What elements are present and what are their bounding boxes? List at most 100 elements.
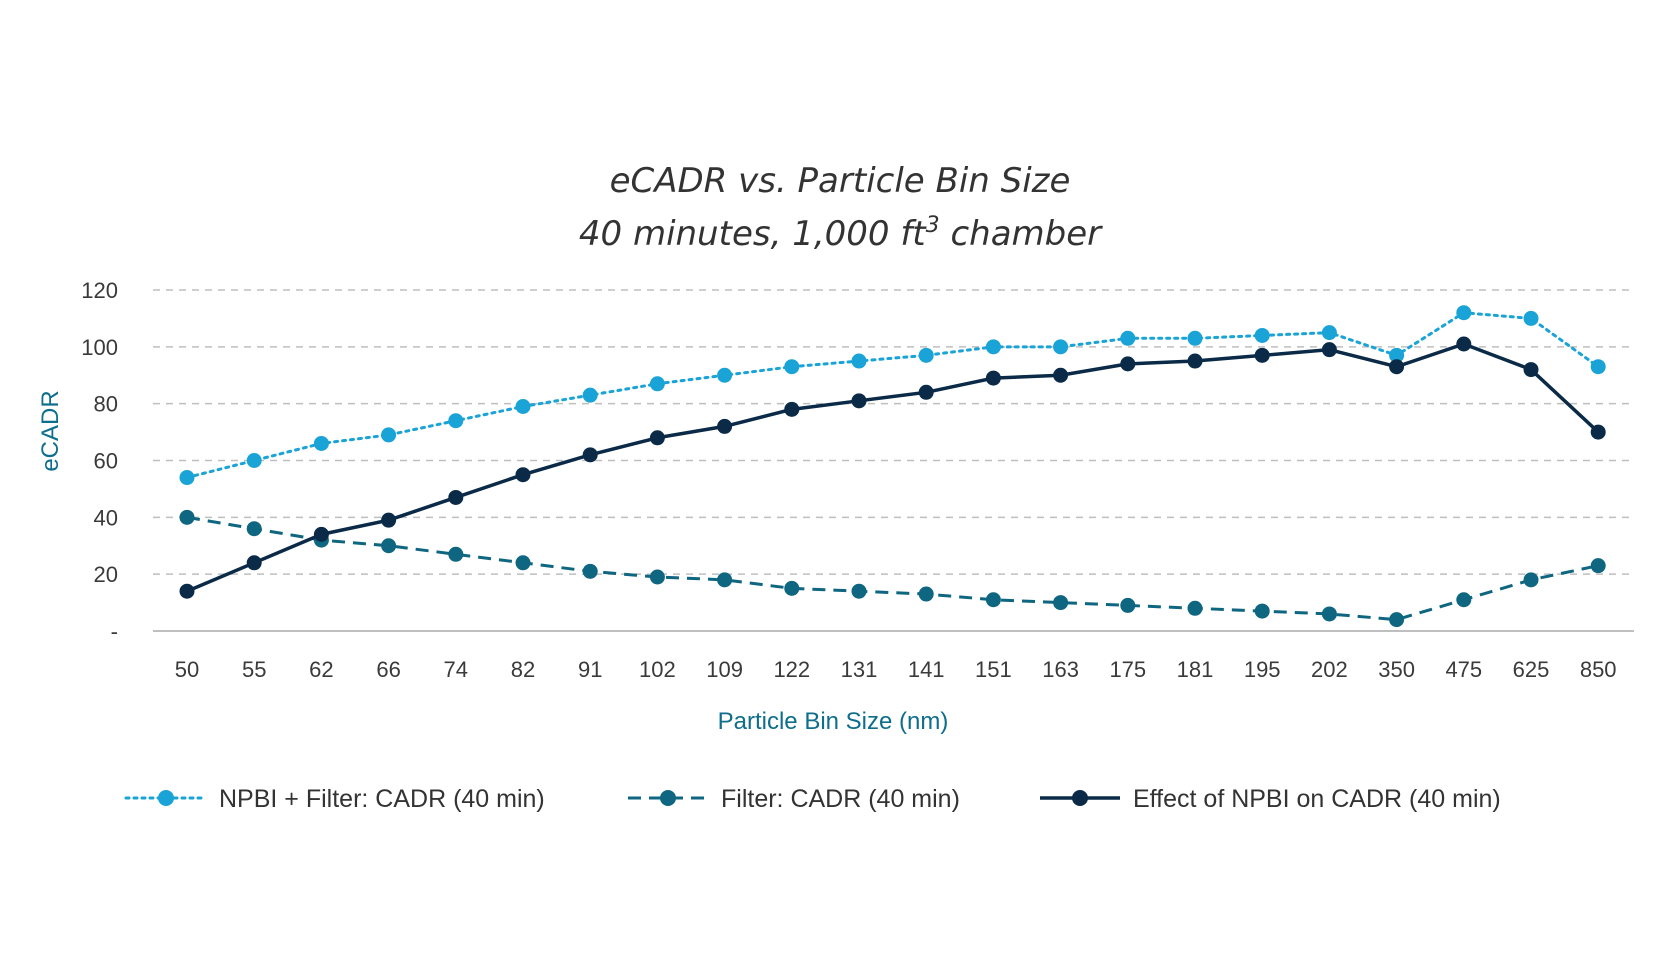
chart-subtitle: 40 minutes, 1,000 ft3 chamber xyxy=(579,213,1103,254)
data-point xyxy=(649,430,665,446)
chart-subtitle-superscript: 3 xyxy=(926,213,940,238)
data-point xyxy=(1590,558,1606,574)
data-point xyxy=(1120,597,1136,613)
x-tick-label: 131 xyxy=(841,657,878,682)
data-point xyxy=(1120,330,1136,346)
data-point xyxy=(649,569,665,585)
data-point xyxy=(1456,336,1472,352)
y-tick-label: 20 xyxy=(94,562,118,587)
data-point xyxy=(1590,424,1606,440)
data-point xyxy=(179,470,195,486)
data-point xyxy=(246,453,262,468)
x-tick-label: 62 xyxy=(309,657,333,682)
data-point xyxy=(1321,325,1337,341)
x-tick-label: 350 xyxy=(1378,657,1415,682)
data-point xyxy=(381,538,397,554)
x-tick-label: 102 xyxy=(639,657,676,682)
data-point xyxy=(1053,339,1069,355)
y-tick-label: 40 xyxy=(94,505,118,530)
data-point xyxy=(515,555,531,571)
data-point xyxy=(448,546,464,562)
data-point xyxy=(918,347,934,363)
x-tick-label: 475 xyxy=(1445,657,1482,682)
y-tick-label: 80 xyxy=(94,392,118,417)
data-point xyxy=(784,580,800,596)
y-axis-label: eCADR xyxy=(37,390,64,471)
x-axis-ticks: 50 55 62 66 74 82 91 102 109 122 131 141 151 163 175 18… xyxy=(175,657,1617,682)
x-tick-label: 50 xyxy=(175,657,199,682)
x-tick-label: 141 xyxy=(908,657,945,682)
legend-item: Filter: CADR (40 min) xyxy=(628,785,960,813)
y-tick-label: 100 xyxy=(81,335,118,360)
data-point xyxy=(784,401,800,417)
x-tick-label: 175 xyxy=(1109,657,1146,682)
x-tick-label: 82 xyxy=(511,657,535,682)
data-point xyxy=(918,384,934,400)
data-point xyxy=(985,339,1001,355)
legend-marker xyxy=(1072,790,1088,806)
data-point xyxy=(1187,353,1203,369)
x-tick-label: 202 xyxy=(1311,657,1348,682)
data-point xyxy=(717,572,733,588)
series-layer xyxy=(179,305,1606,628)
data-point xyxy=(1254,347,1270,363)
legend-marker xyxy=(158,790,174,806)
legend-label: Filter: CADR (40 min) xyxy=(721,785,960,813)
series-line xyxy=(186,515,1599,622)
data-point xyxy=(1456,305,1472,321)
data-point xyxy=(448,413,464,429)
data-point xyxy=(1389,612,1405,628)
series-line xyxy=(185,311,1600,480)
x-tick-label: 195 xyxy=(1244,657,1281,682)
legend-item: Effect of NPBI on CADR (40 min) xyxy=(1040,785,1501,813)
x-tick-label: 625 xyxy=(1513,657,1550,682)
data-point xyxy=(313,435,329,451)
y-tick-label: - xyxy=(111,619,118,644)
data-point xyxy=(1321,342,1337,358)
data-point xyxy=(717,418,733,434)
data-point xyxy=(1389,347,1405,363)
data-point xyxy=(179,583,195,599)
legend-item: NPBI + Filter: CADR (40 min) xyxy=(124,785,545,813)
legend: NPBI + Filter: CADR (40 min) Filter: CADR… xyxy=(124,785,1501,813)
x-tick-label: 74 xyxy=(444,657,468,682)
data-point xyxy=(1053,595,1069,611)
data-point xyxy=(918,586,934,602)
series-1 xyxy=(179,509,1606,628)
x-tick-label: 109 xyxy=(706,657,743,682)
data-point xyxy=(1254,603,1270,619)
data-point xyxy=(313,526,329,542)
data-point xyxy=(1590,359,1606,375)
data-point xyxy=(985,370,1001,386)
x-tick-label: 66 xyxy=(376,657,400,682)
data-point xyxy=(851,393,867,409)
x-axis-label: Particle Bin Size (nm) xyxy=(718,708,949,735)
series-line xyxy=(186,342,1600,593)
x-tick-label: 181 xyxy=(1177,657,1214,682)
y-axis-ticks: - 20 40 60 80 100 120 xyxy=(81,278,118,644)
data-point xyxy=(1053,367,1069,383)
data-point xyxy=(515,399,531,415)
data-point xyxy=(851,353,867,369)
data-point xyxy=(381,427,397,443)
data-point xyxy=(1187,600,1203,616)
data-point xyxy=(717,367,733,383)
data-point xyxy=(851,583,867,599)
data-point xyxy=(985,592,1001,608)
data-point xyxy=(784,359,800,375)
data-point xyxy=(582,563,598,579)
y-tick-label: 120 xyxy=(81,278,118,303)
data-point xyxy=(1187,330,1203,346)
legend-label: NPBI + Filter: CADR (40 min) xyxy=(219,785,545,813)
data-point xyxy=(1456,592,1472,608)
data-point xyxy=(1254,327,1270,343)
data-point xyxy=(582,447,598,463)
data-point xyxy=(649,376,665,392)
data-point xyxy=(246,555,262,571)
chart-title: eCADR vs. Particle Bin Size xyxy=(610,161,1071,201)
series-0 xyxy=(179,305,1606,486)
grid xyxy=(153,289,1634,632)
chart-subtitle-suffix: chamber xyxy=(940,214,1104,254)
chart-subtitle-main: 40 minutes, 1,000 ft xyxy=(579,214,927,254)
